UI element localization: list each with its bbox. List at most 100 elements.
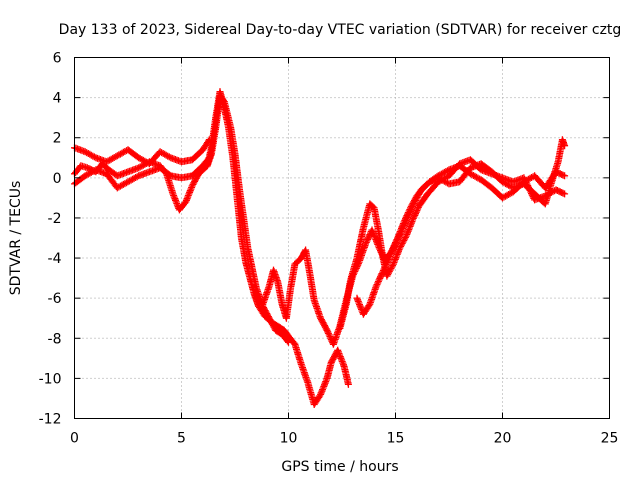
data-point: [277, 281, 279, 283]
data-point: [557, 161, 559, 163]
plot-frame: [74, 57, 610, 419]
data-point: [127, 171, 129, 173]
data-point: [313, 403, 316, 406]
data-point: [249, 277, 251, 279]
y-tick-label: -4: [48, 251, 62, 267]
data-point: [80, 165, 82, 167]
series-arc-5: [252, 162, 569, 348]
series-arc-7: [336, 156, 569, 332]
data-point: [512, 191, 514, 193]
data-point: [281, 303, 283, 306]
data-point: [107, 169, 110, 171]
y-tick-label: -12: [39, 412, 62, 428]
data-point: [458, 163, 461, 165]
data-point: [148, 171, 151, 173]
data-point: [285, 317, 288, 320]
data-point: [191, 185, 193, 187]
axis-ticks: 0 5 10 15 20 25 -12 -10 -8 -6 -4 -2 0 2 4 6: [39, 51, 619, 447]
data-point: [281, 333, 283, 336]
data-point: [362, 313, 365, 316]
data-point: [294, 343, 296, 346]
data-point: [95, 169, 97, 171]
data-point: [202, 165, 204, 167]
data-point: [270, 321, 273, 324]
data-point: [137, 167, 140, 169]
y-tick-label: 2: [53, 131, 62, 147]
data-point: [257, 305, 260, 308]
y-tick-label: -6: [48, 291, 62, 307]
data-point: [185, 201, 187, 203]
data-point: [289, 287, 292, 289]
data-point: [428, 181, 431, 183]
x-tick-label: 15: [387, 431, 405, 447]
data-point: [371, 229, 373, 231]
y-tick-label: -2: [48, 211, 62, 227]
data-point: [369, 303, 371, 306]
data-point: [330, 361, 333, 364]
data-point: [533, 199, 536, 201]
data-point: [458, 181, 461, 183]
data-point: [394, 243, 397, 245]
data-point: [480, 179, 482, 181]
data-point: [407, 215, 410, 217]
x-tick-label: 20: [494, 431, 512, 447]
data-point: [264, 315, 266, 318]
x-tick-label: 0: [70, 431, 79, 447]
data-point: [127, 149, 129, 151]
data-point: [277, 325, 279, 328]
data-point: [170, 175, 172, 177]
y-tick-label: -8: [48, 331, 62, 347]
data-point: [242, 217, 245, 219]
data-point: [307, 381, 309, 384]
chart-title: Day 133 of 2023, Sidereal Day-to-day VTE…: [59, 22, 622, 38]
data-point: [105, 173, 108, 175]
data-point: [210, 147, 213, 149]
data-point: [127, 181, 129, 183]
data-point: [272, 269, 275, 271]
data-point: [84, 151, 86, 153]
y-tick-label: -10: [39, 371, 62, 387]
data-point: [420, 189, 423, 191]
data-point: [405, 235, 408, 237]
data-point: [343, 365, 345, 368]
series-markers: [203, 88, 352, 408]
data-point: [491, 173, 493, 175]
data-point: [180, 177, 183, 179]
data-point: [512, 187, 514, 189]
data-point: [563, 193, 566, 195]
data-point: [332, 343, 335, 346]
data-markers: [71, 88, 569, 408]
data-point: [561, 138, 564, 141]
data-point: [501, 181, 504, 183]
data-point: [523, 177, 525, 179]
data-point: [170, 157, 172, 159]
data-point: [512, 181, 514, 183]
data-point: [373, 207, 375, 209]
data-point: [345, 303, 348, 306]
data-point: [159, 151, 161, 153]
data-point: [375, 285, 378, 287]
data-point: [399, 247, 401, 249]
data-point: [304, 249, 307, 251]
data-point: [555, 189, 557, 191]
data-point: [202, 149, 204, 151]
data-point: [300, 363, 303, 366]
data-point: [448, 183, 450, 185]
data-point: [356, 257, 358, 259]
x-axis-label: GPS time / hours: [281, 459, 398, 475]
data-point: [401, 229, 403, 231]
data-point: [319, 317, 322, 320]
data-point: [287, 341, 290, 344]
data-point: [349, 279, 352, 281]
data-point: [386, 275, 388, 277]
data-point: [313, 299, 316, 302]
data-point: [283, 329, 286, 332]
data-point: [178, 209, 181, 211]
x-tick-label: 10: [280, 431, 298, 447]
series-markers: [252, 162, 569, 348]
data-point: [347, 383, 350, 386]
data-point: [116, 155, 119, 157]
data-point: [101, 163, 104, 165]
data-point: [116, 175, 119, 177]
x-tick-label: 5: [177, 431, 186, 447]
